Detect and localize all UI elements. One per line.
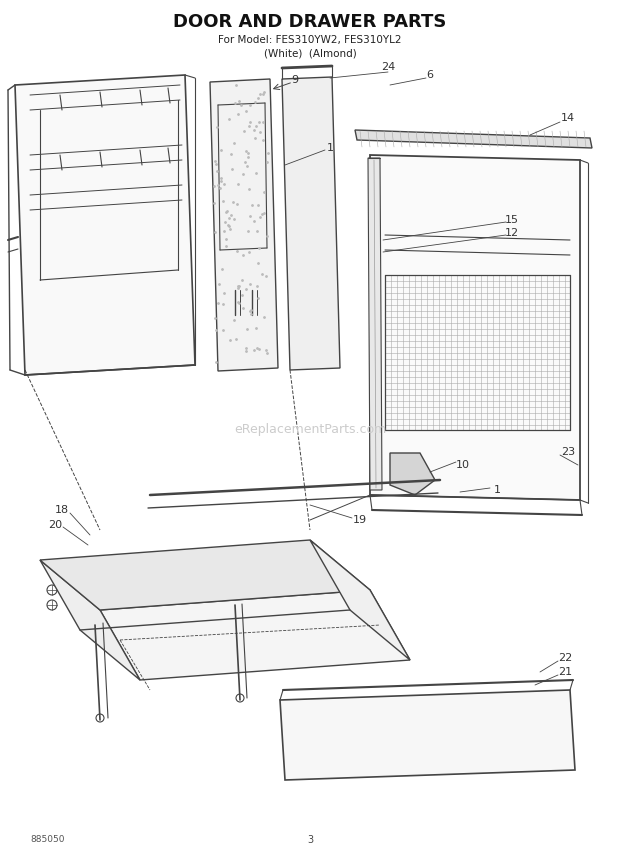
Text: 21: 21: [558, 667, 572, 677]
Polygon shape: [280, 690, 575, 780]
Polygon shape: [282, 77, 340, 370]
Text: 23: 23: [561, 447, 575, 457]
Text: 24: 24: [381, 62, 395, 72]
Text: 14: 14: [561, 113, 575, 123]
Text: 18: 18: [55, 505, 69, 515]
Polygon shape: [370, 155, 580, 500]
Polygon shape: [210, 79, 278, 371]
Polygon shape: [15, 75, 195, 375]
Text: 1: 1: [327, 143, 334, 153]
Polygon shape: [40, 560, 140, 680]
Text: 9: 9: [291, 75, 299, 85]
Text: 12: 12: [505, 228, 519, 238]
Polygon shape: [40, 540, 370, 610]
Text: 885050: 885050: [30, 835, 64, 845]
Text: 19: 19: [353, 515, 367, 525]
Polygon shape: [355, 130, 592, 148]
Text: 20: 20: [48, 520, 62, 530]
Polygon shape: [100, 590, 410, 680]
Polygon shape: [390, 453, 435, 495]
Text: eReplacementParts.com: eReplacementParts.com: [234, 424, 386, 437]
Text: For Model: FES310YW2, FES310YL2: For Model: FES310YW2, FES310YL2: [218, 35, 402, 45]
Text: 10: 10: [456, 460, 470, 470]
Text: 3: 3: [307, 835, 313, 845]
Text: 22: 22: [558, 653, 572, 663]
Polygon shape: [368, 158, 382, 490]
Text: 1: 1: [494, 485, 500, 495]
Text: 15: 15: [505, 215, 519, 225]
Text: DOOR AND DRAWER PARTS: DOOR AND DRAWER PARTS: [174, 13, 446, 31]
Polygon shape: [310, 540, 410, 660]
Text: (White)  (Almond): (White) (Almond): [264, 49, 356, 59]
Text: 6: 6: [427, 70, 433, 80]
